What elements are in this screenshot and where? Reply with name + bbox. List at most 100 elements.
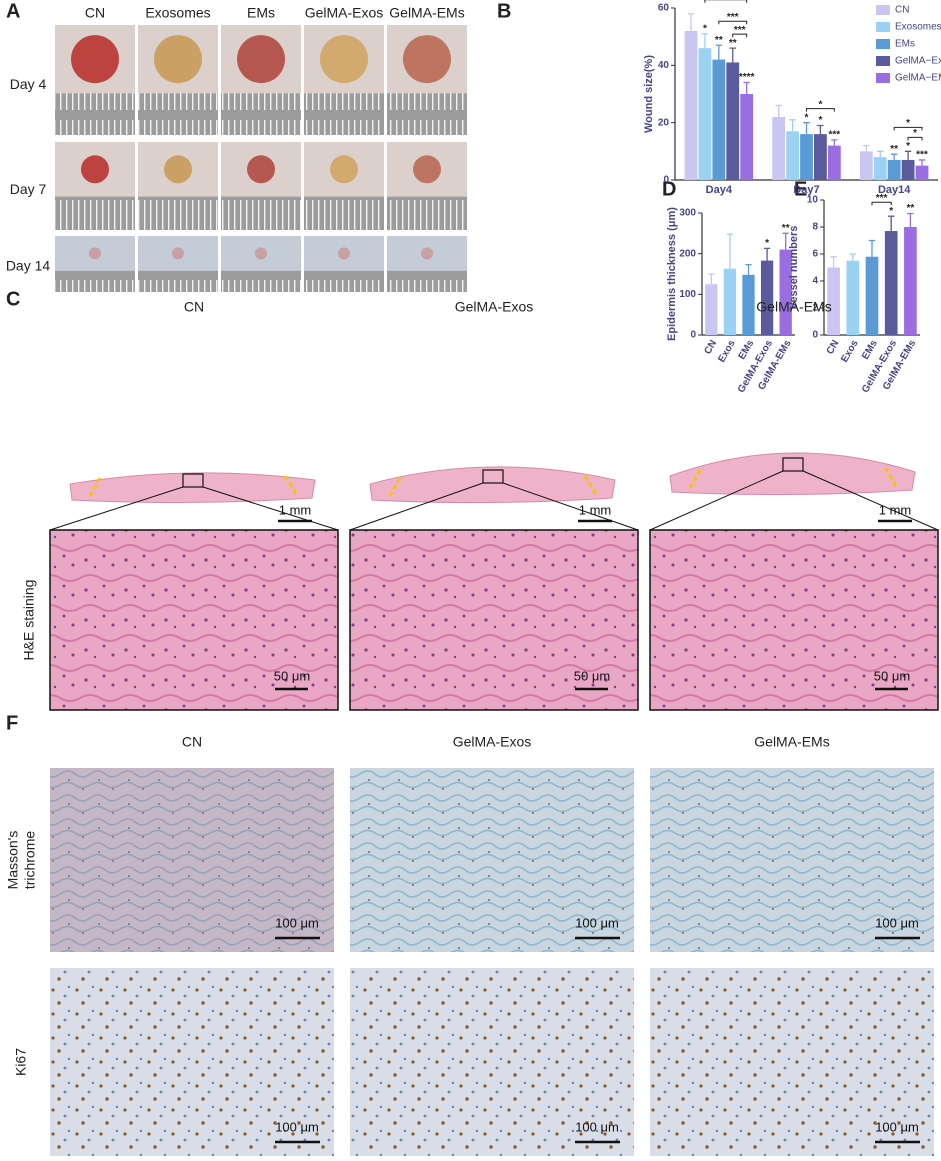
error-bar — [877, 150, 884, 158]
ruler — [138, 93, 218, 135]
wound-area — [81, 155, 109, 184]
significance: ** — [890, 144, 898, 155]
error-bar — [701, 33, 709, 49]
zoom-region — [182, 473, 204, 488]
y-tick-label: 300 — [679, 208, 696, 219]
row-label: trichrome — [22, 831, 38, 890]
row-label: Day 14 — [6, 258, 51, 274]
wound-area — [154, 35, 202, 84]
tissue-overview — [69, 472, 316, 504]
x-tick-label: Exos — [716, 338, 738, 365]
wound-area — [247, 155, 275, 184]
legend-swatch — [876, 22, 890, 32]
scale-label: 100 μm — [275, 1119, 319, 1134]
column-header: CN — [182, 734, 202, 750]
error-bar — [764, 247, 771, 261]
error-bar — [775, 104, 782, 117]
y-tick-label: 6 — [812, 249, 818, 260]
ruler — [221, 270, 301, 292]
significance: * — [805, 112, 809, 123]
he-detail — [49, 529, 339, 711]
error-bar — [907, 212, 914, 227]
error-bar — [789, 119, 796, 132]
bar — [814, 134, 827, 180]
significance: ** — [907, 203, 915, 214]
masson-image — [50, 768, 334, 952]
bracket-label: * — [913, 128, 917, 139]
y-axis-label: Vessel numbers — [788, 226, 800, 310]
ruler — [221, 93, 301, 135]
y-tick-label: 100 — [679, 289, 696, 300]
error-bar — [726, 233, 733, 269]
y-tick-label: 200 — [679, 248, 696, 259]
error-bar — [831, 139, 838, 146]
column-header: GelMA-EMs — [754, 734, 829, 750]
y-tick-label: 10 — [807, 195, 819, 206]
x-tick-label: CN — [825, 338, 842, 356]
significance: * — [818, 115, 822, 126]
legend-label: GelMA−Exos — [895, 56, 941, 67]
wound-area — [237, 35, 285, 84]
significance: * — [906, 141, 910, 152]
bar — [740, 94, 754, 180]
x-tick-label: CN — [702, 338, 719, 356]
wound-area — [89, 247, 101, 260]
error-bar — [849, 253, 856, 261]
row-label: Day 4 — [10, 76, 47, 92]
legend-label: GelMA−EMs — [895, 73, 941, 84]
error-bar — [918, 159, 926, 166]
scale-label: 50 μm — [574, 668, 610, 683]
bar — [684, 30, 698, 180]
wound-area — [421, 247, 433, 260]
column-header: GelMA-Exos — [455, 299, 534, 315]
legend-swatch — [876, 56, 890, 66]
y-tick-label: 2 — [812, 303, 818, 314]
ruler — [221, 196, 301, 230]
collagen-tint — [50, 768, 334, 952]
bar — [887, 159, 901, 180]
wound-area — [320, 35, 368, 84]
bracket-label: * — [906, 118, 910, 129]
wound-area — [338, 247, 350, 260]
error-bar — [729, 47, 736, 63]
bar — [873, 157, 887, 180]
ruler — [387, 93, 467, 135]
ruler — [138, 270, 218, 292]
he-detail — [649, 529, 939, 711]
scale-label: 100 μm — [875, 1119, 919, 1134]
error-bar — [888, 215, 895, 232]
ruler — [55, 196, 135, 230]
wound-margin — [388, 475, 599, 497]
wound-area — [403, 35, 451, 84]
bar — [742, 274, 755, 335]
bar — [779, 249, 792, 335]
error-bar — [830, 256, 837, 268]
y-tick-label: 8 — [812, 222, 818, 233]
bar — [698, 48, 712, 181]
y-tick-label: 0 — [663, 175, 669, 186]
zoom-region — [782, 457, 804, 472]
panel-label: C — [6, 288, 20, 310]
error-bar — [743, 81, 750, 94]
tissue-overview — [369, 466, 616, 504]
column-header: EMs — [247, 5, 275, 21]
x-tick-label: Day14 — [878, 184, 911, 196]
ki67-image — [50, 968, 334, 1156]
column-header: GelMA-EMs — [389, 5, 464, 21]
zoom-region — [482, 469, 504, 484]
panel-label: D — [662, 178, 676, 200]
bar — [786, 131, 799, 180]
wound-area — [164, 155, 192, 184]
wound-area — [172, 247, 184, 260]
bar — [705, 284, 718, 335]
y-tick-label: 20 — [658, 117, 670, 128]
y-tick-label: 0 — [812, 330, 818, 341]
bar — [723, 268, 737, 335]
scale-label: 50 μm — [274, 668, 310, 683]
legend-label: EMs — [895, 39, 915, 50]
ki67-image — [350, 968, 634, 1156]
column-header: Exosomes — [145, 5, 210, 21]
significance: * — [703, 23, 707, 34]
he-detail — [349, 529, 639, 711]
